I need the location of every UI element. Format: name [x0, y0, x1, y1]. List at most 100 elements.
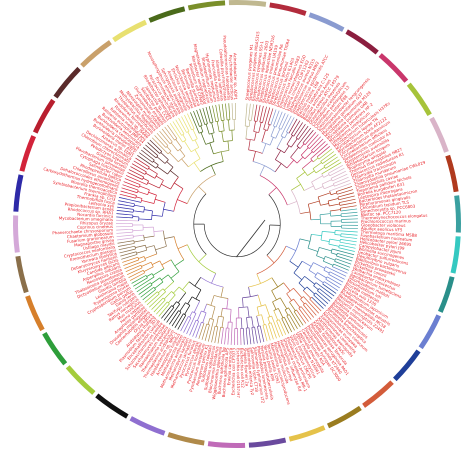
branch-line [143, 147, 157, 159]
branch-line [148, 191, 157, 196]
branch-line [133, 160, 149, 170]
branch-arc [320, 231, 323, 241]
branch-line [177, 244, 188, 249]
branch-arc [301, 168, 308, 176]
branch-line [208, 106, 214, 123]
branch-line [214, 326, 219, 344]
branch-line [315, 282, 335, 297]
branch-line [267, 124, 270, 131]
branch-arc [311, 150, 314, 153]
branch-line [128, 270, 144, 278]
branch-line [301, 160, 313, 169]
branch-line [137, 191, 148, 196]
branch-line [152, 268, 165, 276]
branch-line [120, 190, 137, 196]
branch-line [310, 143, 328, 160]
branch-line [124, 259, 146, 269]
branch-arc [146, 180, 149, 185]
branch-line [337, 189, 354, 195]
branch-arc [190, 147, 199, 153]
branch-line [285, 245, 296, 251]
branch-line [193, 162, 201, 172]
branch-line [273, 110, 280, 127]
branch-line [286, 117, 295, 133]
branch-arc [259, 121, 263, 124]
branch-arc [167, 301, 170, 305]
branch-arc [192, 138, 198, 142]
branch-line [251, 316, 254, 328]
branch-arc [295, 137, 299, 140]
branch-line [296, 127, 312, 147]
branch-line [126, 267, 143, 276]
branch-line [136, 282, 151, 293]
ring-segment [362, 380, 394, 408]
branch-line [189, 311, 193, 318]
branch-line [117, 240, 134, 244]
taxon-label: Psychrobacter arcticus [228, 55, 235, 101]
branch-arc [308, 262, 314, 271]
branch-line [145, 172, 156, 179]
branch-line [153, 160, 159, 166]
branch-line [247, 306, 250, 318]
branch-line [124, 178, 141, 186]
branch-line [323, 156, 338, 167]
branch-line [140, 286, 155, 298]
ring-segment [326, 405, 362, 429]
branch-arc [178, 155, 186, 163]
taxon-label: Erwinia carotovora [226, 347, 233, 385]
branch-line [184, 305, 191, 315]
branch-line [198, 323, 205, 339]
branch-arc [303, 286, 308, 291]
branch-line [319, 213, 331, 216]
branch-line [161, 259, 172, 266]
branch-line [135, 157, 150, 168]
branch-line [116, 231, 133, 234]
branch-line [212, 105, 217, 122]
branch-line [315, 292, 329, 305]
branch-line [318, 148, 333, 160]
taxon-label: Aquifex aeolicus VF5 [361, 226, 403, 233]
branch-line [144, 291, 158, 303]
ring-segment [148, 6, 186, 23]
branch-line [293, 311, 304, 326]
branch-arc [293, 261, 303, 274]
branch-line [145, 144, 159, 156]
branch-arc [171, 305, 175, 308]
branch-line [281, 318, 290, 334]
branch-arc [323, 165, 326, 169]
branch-arc [300, 155, 306, 160]
branch-line [263, 107, 271, 130]
branch-line [222, 120, 225, 131]
branch-line [304, 151, 313, 160]
branch-line [286, 159, 295, 169]
taxon-label: Rhizopus oryzae [80, 220, 113, 225]
branch-line [156, 156, 166, 164]
branch-line [246, 317, 248, 328]
branch-arc [186, 130, 190, 133]
branch-arc [140, 198, 143, 203]
branch-line [330, 209, 341, 212]
branch-arc [188, 158, 201, 168]
branch-line [139, 152, 153, 163]
branch-line [266, 255, 275, 264]
branch-arc [328, 239, 331, 245]
ring-segment [15, 255, 29, 294]
branch-line [194, 149, 201, 159]
branch-line [134, 276, 155, 290]
branch-line [307, 247, 319, 252]
branch-arc [159, 151, 163, 154]
branch-line [133, 210, 144, 213]
branch-line [198, 254, 207, 263]
branch-arc [329, 190, 332, 195]
branch-line [181, 116, 190, 132]
branch-line [279, 297, 288, 310]
branch-line [181, 158, 189, 168]
branch-line [211, 122, 215, 133]
ring-segment [207, 441, 246, 448]
branch-line [163, 208, 174, 212]
branch-line [142, 289, 156, 301]
branch-line [340, 239, 357, 243]
taxon-label: Chlorobium tepidum TLS [360, 199, 410, 210]
branch-arc [267, 123, 271, 126]
branch-line [335, 258, 352, 265]
